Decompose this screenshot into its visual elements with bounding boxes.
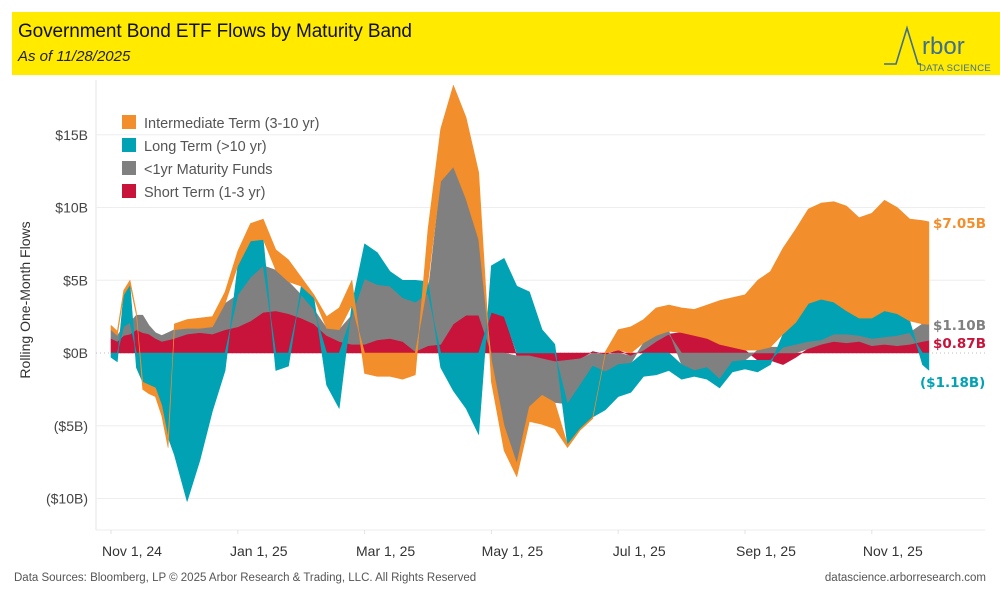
legend-label: <1yr Maturity Funds — [144, 162, 273, 178]
series-areas — [110, 85, 930, 502]
data-sources-note: Data Sources: Bloomberg, LP © 2025 Arbor… — [14, 572, 477, 584]
legend-swatch — [122, 115, 136, 129]
end-value-label: $1.10B — [933, 318, 986, 334]
legend-swatch — [122, 138, 136, 152]
end-labels: $7.05B $1.10B $0.87B ($1.18B) — [920, 216, 986, 391]
area-intermediate-term-3-10-yr — [110, 85, 930, 477]
y-axis-ticks: $15B $10B $5B $0B ($5B) ($10B) — [46, 127, 88, 507]
area-long-term-10-yr — [110, 239, 930, 502]
chart-title: Government Bond ETF Flows by Maturity Ba… — [18, 21, 412, 42]
x-tick-label: Nov 1, 25 — [863, 543, 923, 559]
end-value-label: ($1.18B) — [920, 375, 985, 391]
x-tick-label: Jan 1, 25 — [230, 543, 288, 559]
x-tick-label: Jul 1, 25 — [613, 543, 666, 559]
logo-word: rbor — [922, 33, 965, 60]
legend-label: Long Term (>10 yr) — [144, 139, 267, 155]
y-tick-label: $15B — [55, 127, 88, 143]
header-banner: Government Bond ETF Flows by Maturity Ba… — [12, 12, 1000, 75]
x-tick-label: May 1, 25 — [482, 543, 544, 559]
legend: Intermediate Term (3-10 yr) Long Term (>1… — [122, 115, 319, 201]
end-value-label: $7.05B — [933, 216, 986, 232]
x-tick-label: Sep 1, 25 — [736, 543, 796, 559]
chart-subtitle: As of 11/28/2025 — [18, 48, 131, 65]
y-tick-label: $0B — [63, 345, 88, 361]
end-value-label: $0.87B — [933, 336, 986, 352]
y-tick-label: $5B — [63, 272, 88, 288]
x-axis-ticks: Nov 1, 24 Jan 1, 25 Mar 1, 25 May 1, 25 Jul … — [102, 530, 923, 559]
legend-label: Intermediate Term (3-10 yr) — [144, 116, 319, 132]
x-tick-label: Mar 1, 25 — [356, 543, 415, 559]
area-1yr-maturity-funds — [110, 166, 930, 464]
x-tick-label: Nov 1, 24 — [102, 543, 162, 559]
y-tick-label: ($5B) — [54, 418, 88, 434]
legend-label: Short Term (1-3 yr) — [144, 185, 265, 201]
y-tick-label: ($10B) — [46, 491, 88, 507]
logo-subtext: DATA SCIENCE — [919, 63, 991, 74]
source-url-link[interactable]: datascience.arborresearch.com — [824, 572, 986, 584]
y-tick-label: $10B — [55, 200, 88, 216]
legend-swatch — [122, 184, 136, 198]
y-axis-label: Rolling One-Month Flows — [17, 221, 33, 378]
arbor-logo-icon: rbor — [884, 25, 965, 65]
legend-swatch — [122, 161, 136, 175]
